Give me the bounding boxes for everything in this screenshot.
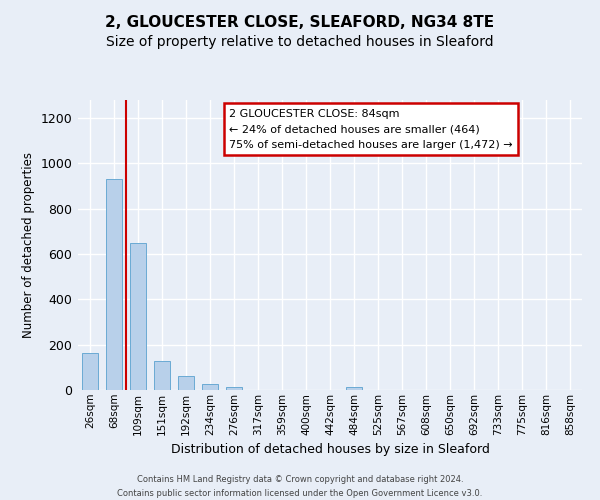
Bar	[106, 180, 122, 390]
Text: Contains HM Land Registry data © Crown copyright and database right 2024.
Contai: Contains HM Land Registry data © Crown c…	[118, 476, 482, 498]
Bar	[154, 361, 170, 390]
Bar	[226, 386, 242, 390]
X-axis label: Distribution of detached houses by size in Sleaford: Distribution of detached houses by size …	[170, 443, 490, 456]
Y-axis label: Number of detached properties: Number of detached properties	[22, 152, 35, 338]
Text: 2 GLOUCESTER CLOSE: 84sqm
← 24% of detached houses are smaller (464)
75% of semi: 2 GLOUCESTER CLOSE: 84sqm ← 24% of detac…	[229, 108, 513, 150]
Bar	[178, 376, 194, 390]
Bar	[82, 353, 98, 390]
Bar	[202, 384, 218, 390]
Text: Size of property relative to detached houses in Sleaford: Size of property relative to detached ho…	[106, 35, 494, 49]
Bar	[130, 243, 146, 390]
Bar	[346, 386, 362, 390]
Text: 2, GLOUCESTER CLOSE, SLEAFORD, NG34 8TE: 2, GLOUCESTER CLOSE, SLEAFORD, NG34 8TE	[106, 15, 494, 30]
